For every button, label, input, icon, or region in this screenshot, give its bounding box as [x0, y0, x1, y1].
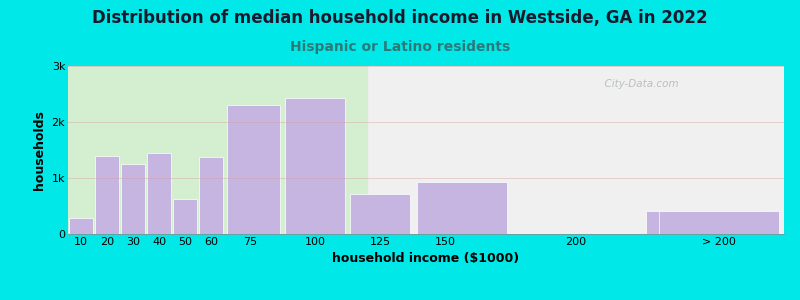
- Bar: [350, 194, 410, 234]
- Bar: [68, 66, 367, 234]
- Y-axis label: households: households: [33, 110, 46, 190]
- Bar: [147, 153, 171, 234]
- Bar: [173, 199, 197, 234]
- Bar: [95, 156, 119, 234]
- Text: Distribution of median household income in Westside, GA in 2022: Distribution of median household income …: [92, 9, 708, 27]
- Text: Hispanic or Latino residents: Hispanic or Latino residents: [290, 40, 510, 55]
- Bar: [646, 211, 766, 234]
- Bar: [121, 164, 145, 234]
- Bar: [199, 157, 223, 234]
- Bar: [69, 218, 93, 234]
- Bar: [226, 105, 281, 234]
- Text: City-Data.com: City-Data.com: [598, 80, 678, 89]
- Bar: [286, 98, 346, 234]
- X-axis label: household income ($1000): household income ($1000): [333, 252, 519, 265]
- Bar: [417, 182, 506, 234]
- Bar: [659, 211, 778, 234]
